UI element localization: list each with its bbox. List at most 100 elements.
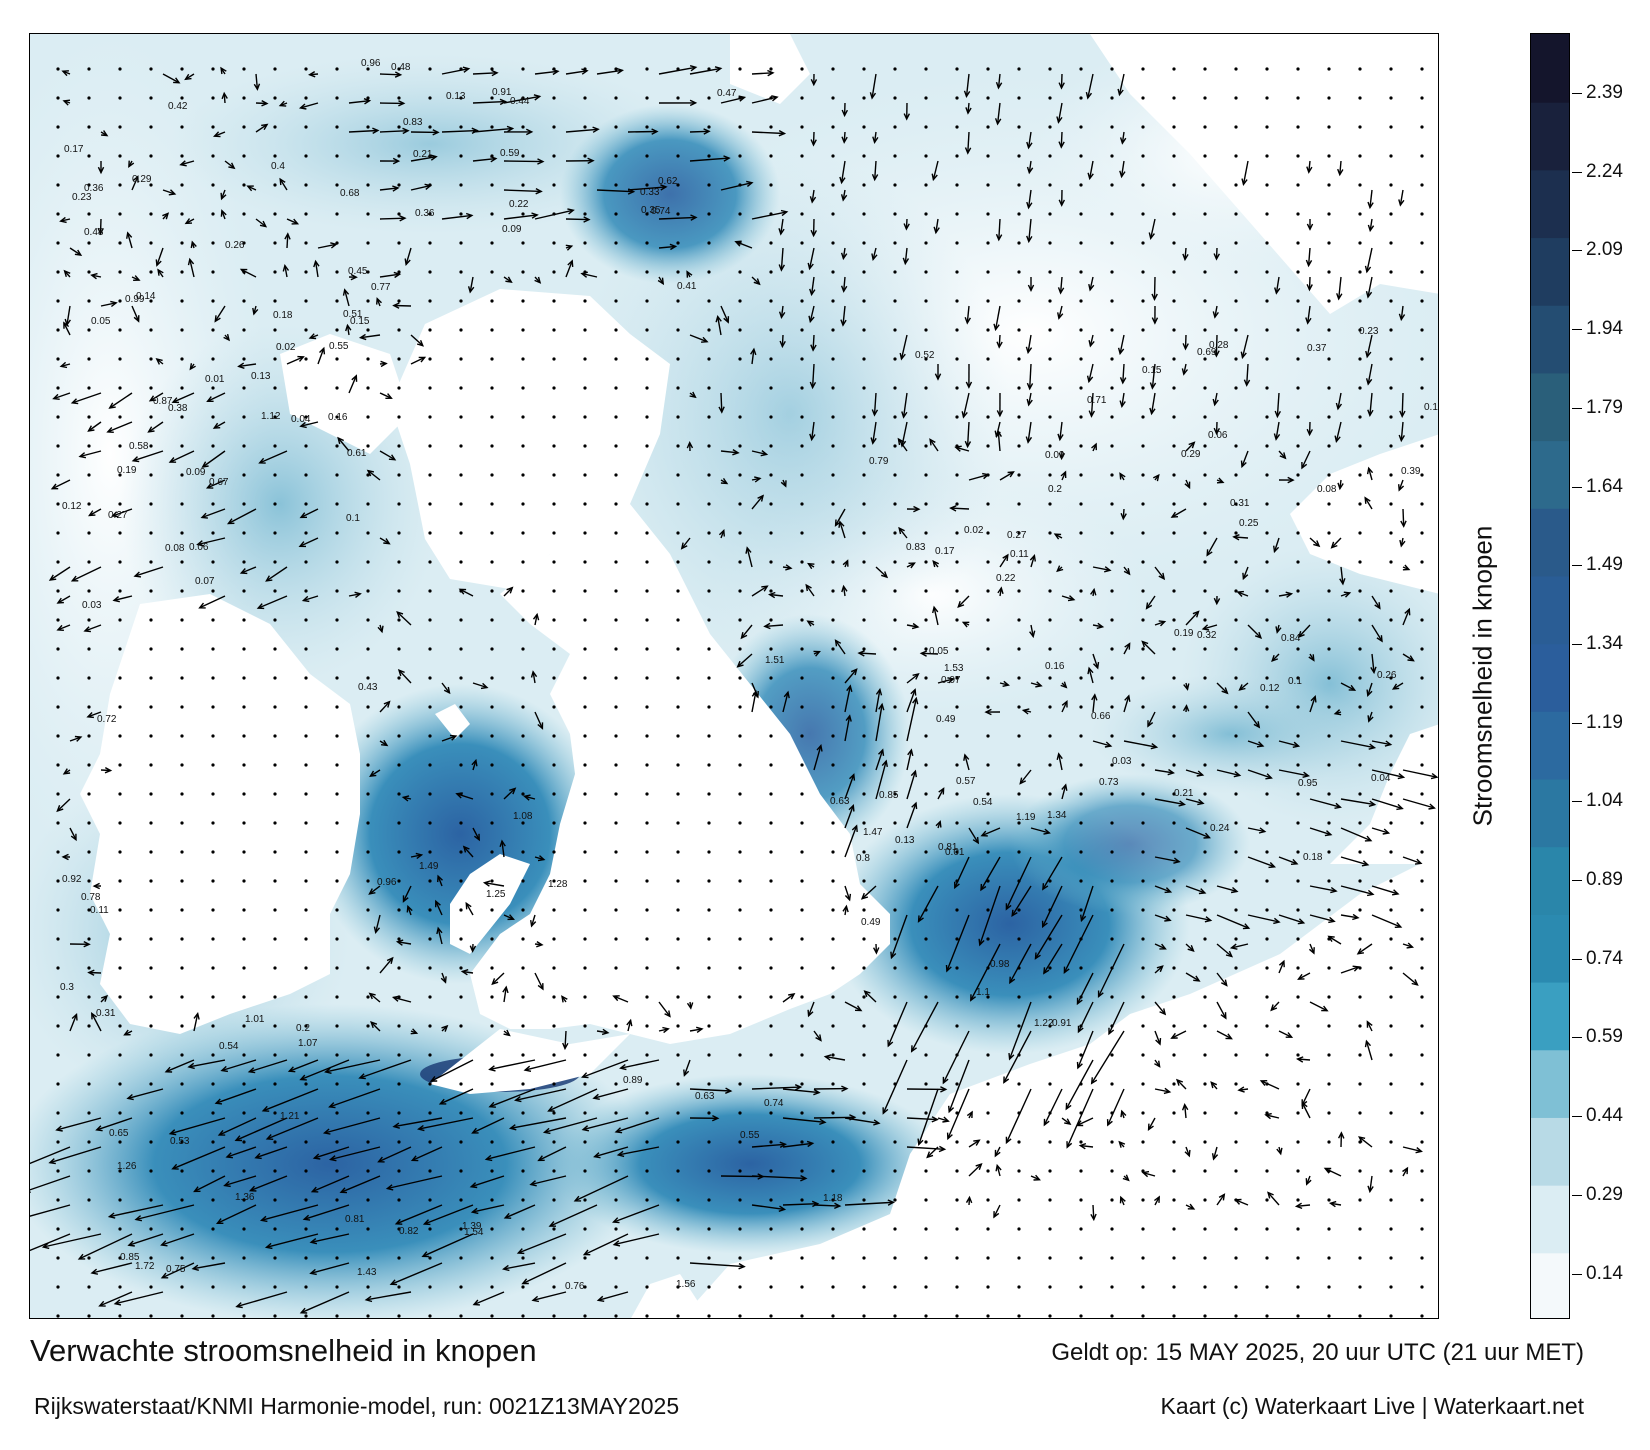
vector-dot xyxy=(490,1285,494,1289)
vector-dot xyxy=(118,328,122,332)
current-vector-arrow xyxy=(681,537,691,549)
current-vector-arrow xyxy=(1275,421,1280,440)
vector-dot xyxy=(1234,879,1238,883)
current-vector-arrowhead xyxy=(870,437,877,445)
vector-dot xyxy=(614,1111,618,1115)
current-vector-arrowhead xyxy=(133,571,142,578)
vector-dot xyxy=(552,1140,556,1144)
vector-dot xyxy=(1327,154,1331,158)
vector-dot xyxy=(924,67,928,71)
vector-dot xyxy=(1234,473,1238,477)
vector-dot xyxy=(490,850,494,854)
current-vector-arrow xyxy=(1185,885,1206,894)
current-vector-arrow xyxy=(808,247,815,269)
current-vector-arrow xyxy=(1298,972,1311,980)
current-vector-arrowhead xyxy=(877,748,885,756)
speed-label: 0.55 xyxy=(740,1130,760,1141)
vector-dot xyxy=(366,1198,370,1202)
current-vector-arrow xyxy=(193,1013,199,1032)
current-vector-arrow xyxy=(214,131,226,137)
vector-dot xyxy=(862,241,866,245)
current-vector-arrowhead xyxy=(1118,1140,1126,1148)
vector-dot xyxy=(1327,67,1331,71)
current-vector-arrowhead xyxy=(100,994,109,1002)
vector-dot xyxy=(614,241,618,245)
vector-dot xyxy=(645,560,649,564)
vector-dot xyxy=(645,270,649,274)
vector-dot xyxy=(955,763,959,767)
vector-dot xyxy=(676,1140,680,1144)
vector-dot xyxy=(521,821,525,825)
current-vector-arrowhead xyxy=(917,1138,924,1147)
vector-dot xyxy=(1172,1111,1176,1115)
current-vector-arrow xyxy=(593,1088,629,1099)
vector-dot xyxy=(335,1024,339,1028)
current-vector-arrow xyxy=(1215,334,1218,357)
vector-dot xyxy=(986,589,990,593)
current-vector-arrow xyxy=(937,1117,949,1122)
current-vector-arrowhead xyxy=(1330,541,1338,549)
current-vector-arrowhead xyxy=(415,852,424,860)
vector-dot xyxy=(1110,96,1114,100)
vector-dot xyxy=(1017,1198,1021,1202)
speed-label: 1.47 xyxy=(863,827,883,838)
current-vector-arrow xyxy=(1097,943,1125,997)
speed-labels: 0.220.210.480.330.410.130.090.80.491.19 1… xyxy=(60,58,1438,1292)
vector-dot xyxy=(366,850,370,854)
current-vector-arrow xyxy=(503,986,507,1003)
vector-dot xyxy=(676,792,680,796)
vector-dot xyxy=(273,444,277,448)
vector-dot xyxy=(335,1227,339,1231)
vector-dot xyxy=(366,966,370,970)
current-vector-arrowhead xyxy=(841,136,848,144)
current-vector-arrow xyxy=(379,187,399,191)
current-vector-arrowhead xyxy=(217,1129,226,1136)
vector-dot xyxy=(397,386,401,390)
vector-dot xyxy=(1017,763,1021,767)
vector-dot xyxy=(149,444,153,448)
current-vector-arrowhead xyxy=(258,457,266,464)
vector-dot xyxy=(335,879,339,883)
vector-dot xyxy=(180,966,184,970)
vector-dot xyxy=(459,357,463,361)
vector-dot xyxy=(1296,386,1300,390)
vector-dot xyxy=(1420,1111,1424,1115)
current-vector-arrowhead xyxy=(965,381,973,389)
current-vector-arrowhead xyxy=(701,336,709,343)
current-vector-arrowhead xyxy=(299,1074,307,1081)
vector-dot xyxy=(893,560,897,564)
current-vector-arrow xyxy=(1340,740,1375,749)
current-vector-arrowhead xyxy=(587,157,595,165)
vector-dot xyxy=(1110,1227,1114,1231)
vector-dot xyxy=(459,502,463,506)
vector-dot xyxy=(800,705,804,709)
current-vector-arrow xyxy=(266,566,288,582)
current-vector-arrow xyxy=(435,901,443,916)
current-vector-arrow xyxy=(226,1146,257,1158)
vector-dot xyxy=(769,879,773,883)
current-vector-arrow xyxy=(874,160,877,180)
vector-dot xyxy=(862,1111,866,1115)
vector-dot xyxy=(769,357,773,361)
current-vector-arrow xyxy=(1340,885,1374,895)
current-vector-arrowhead xyxy=(443,686,451,695)
vector-dot xyxy=(180,560,184,564)
vector-dot xyxy=(273,966,277,970)
current-vector-arrowhead xyxy=(1242,572,1249,581)
vector-dot xyxy=(366,763,370,767)
speed-label: 0.29 xyxy=(132,174,152,185)
speed-label: 0.39 xyxy=(1401,466,1421,477)
speed-label: 0.17 xyxy=(64,144,84,155)
vector-dot xyxy=(459,154,463,158)
vector-dot xyxy=(180,676,184,680)
vector-dot xyxy=(800,502,804,506)
vector-dot xyxy=(180,763,184,767)
current-vector-arrow xyxy=(397,941,412,945)
vector-dot xyxy=(1265,1198,1269,1202)
vector-dot xyxy=(490,502,494,506)
vector-dot xyxy=(1296,618,1300,622)
vector-dot xyxy=(490,763,494,767)
speed-label: 1.72 xyxy=(135,1261,155,1272)
land-continent xyxy=(681,855,1438,1318)
vector-dot xyxy=(583,1285,587,1289)
